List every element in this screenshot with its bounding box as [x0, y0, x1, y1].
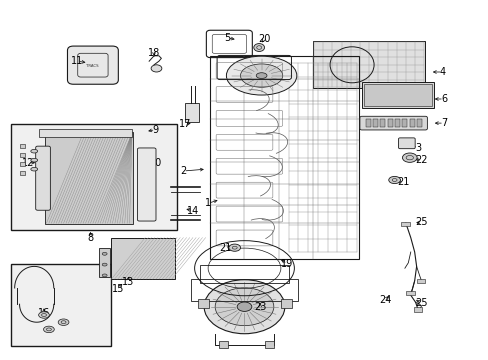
Text: 7: 7	[440, 118, 446, 128]
Ellipse shape	[402, 153, 416, 162]
Ellipse shape	[226, 56, 296, 95]
Ellipse shape	[253, 44, 264, 51]
Text: 23: 23	[253, 302, 266, 312]
Ellipse shape	[31, 158, 38, 162]
Ellipse shape	[31, 167, 38, 171]
Text: 18: 18	[147, 48, 160, 58]
Bar	[281, 299, 291, 308]
Ellipse shape	[256, 73, 266, 78]
Ellipse shape	[102, 274, 107, 277]
Text: 13: 13	[122, 276, 134, 287]
Bar	[372, 119, 377, 127]
Text: 2: 2	[180, 166, 186, 176]
Ellipse shape	[43, 326, 54, 333]
Text: TRACS: TRACS	[85, 63, 98, 68]
Text: 20: 20	[257, 34, 270, 44]
Text: 25: 25	[414, 298, 427, 308]
Bar	[39, 129, 132, 137]
Ellipse shape	[204, 280, 284, 334]
Text: 16: 16	[38, 308, 50, 318]
Bar	[416, 119, 421, 127]
Bar	[190, 279, 298, 301]
Text: 21: 21	[218, 243, 231, 253]
Ellipse shape	[237, 302, 251, 311]
Bar	[99, 248, 110, 277]
Bar	[312, 41, 425, 88]
Bar	[20, 144, 25, 148]
FancyBboxPatch shape	[398, 138, 414, 149]
FancyBboxPatch shape	[36, 146, 50, 210]
Text: 15: 15	[112, 284, 124, 294]
Text: 9: 9	[152, 125, 158, 135]
Text: 17: 17	[178, 119, 191, 129]
Text: 25: 25	[414, 217, 427, 228]
Text: 8: 8	[87, 233, 93, 243]
Ellipse shape	[240, 64, 282, 87]
Ellipse shape	[39, 312, 49, 318]
Bar	[264, 341, 273, 348]
Bar	[361, 82, 433, 108]
Bar	[219, 341, 227, 348]
Text: 12: 12	[22, 158, 35, 168]
Ellipse shape	[228, 244, 240, 251]
Bar	[20, 162, 25, 166]
Ellipse shape	[31, 149, 38, 153]
Ellipse shape	[102, 263, 107, 266]
Ellipse shape	[215, 288, 273, 325]
Bar	[20, 171, 25, 175]
Bar	[11, 124, 177, 230]
Bar	[198, 299, 208, 308]
Text: 10: 10	[150, 158, 163, 168]
Text: 22: 22	[414, 155, 427, 165]
Ellipse shape	[151, 65, 162, 72]
Bar	[380, 119, 385, 127]
Text: 21: 21	[396, 177, 409, 187]
Bar	[363, 84, 431, 106]
Text: 19: 19	[281, 258, 293, 269]
Bar	[413, 307, 422, 312]
Bar	[416, 279, 425, 283]
Text: 11: 11	[71, 56, 83, 66]
Bar	[45, 132, 133, 224]
Ellipse shape	[388, 176, 400, 184]
Bar	[111, 238, 175, 279]
Bar	[387, 119, 392, 127]
Text: 3: 3	[414, 143, 420, 153]
Text: 4: 4	[439, 67, 445, 77]
Bar	[11, 264, 111, 346]
FancyBboxPatch shape	[137, 148, 156, 221]
Bar	[400, 222, 409, 226]
Bar	[365, 119, 370, 127]
Bar	[210, 56, 359, 259]
Bar	[184, 103, 198, 122]
Text: 14: 14	[186, 206, 199, 216]
Ellipse shape	[58, 319, 69, 325]
Bar	[405, 291, 414, 295]
FancyBboxPatch shape	[359, 116, 427, 130]
Bar	[20, 153, 25, 157]
Bar	[394, 119, 399, 127]
Text: 5: 5	[224, 33, 230, 43]
Text: 1: 1	[204, 198, 210, 208]
Bar	[402, 119, 407, 127]
Ellipse shape	[102, 252, 107, 255]
Bar	[200, 265, 288, 283]
Text: 6: 6	[440, 94, 446, 104]
FancyBboxPatch shape	[67, 46, 118, 84]
Text: 24: 24	[378, 294, 391, 305]
Bar	[409, 119, 414, 127]
